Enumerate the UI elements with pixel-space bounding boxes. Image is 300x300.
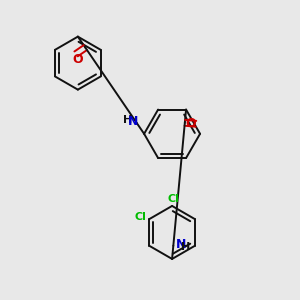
Text: H: H [123, 115, 132, 125]
Text: N: N [176, 238, 186, 251]
Text: Cl: Cl [135, 212, 147, 222]
Text: O: O [72, 53, 83, 66]
Text: H: H [181, 242, 190, 252]
Text: O: O [185, 117, 196, 130]
Text: N: N [128, 115, 138, 128]
Text: Cl: Cl [168, 194, 179, 205]
